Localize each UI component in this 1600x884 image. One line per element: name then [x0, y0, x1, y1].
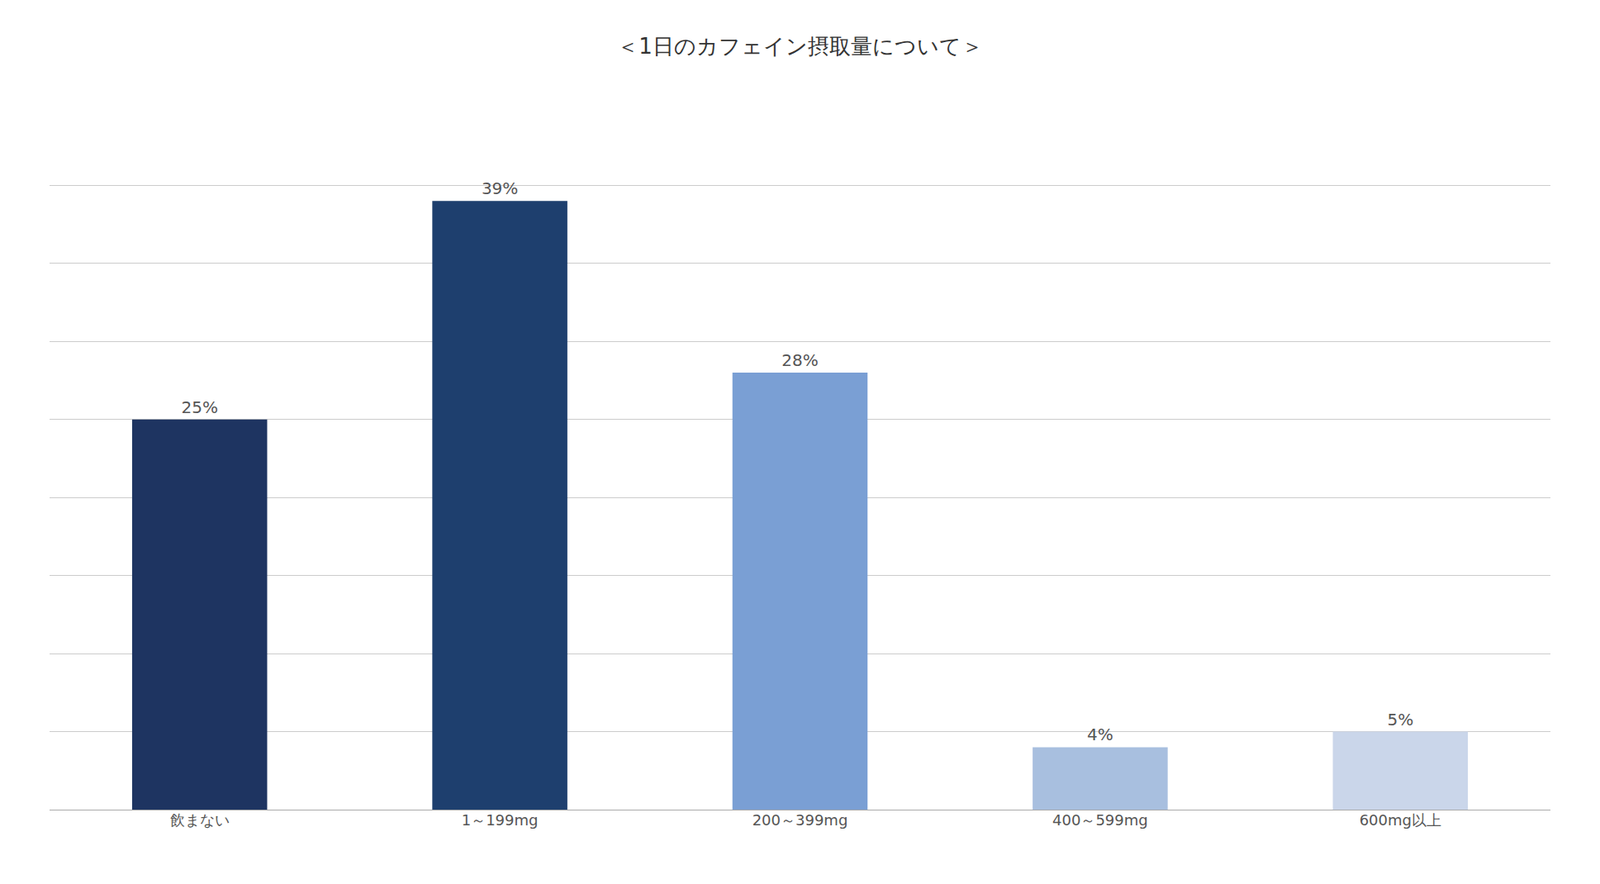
- svg-text:4%: 4%: [1087, 724, 1114, 745]
- svg-text:飲まない: 飲まない: [170, 811, 230, 829]
- svg-text:400～599mg: 400～599mg: [1052, 811, 1149, 829]
- svg-text:5%: 5%: [1386, 709, 1414, 730]
- svg-text:25%: 25%: [180, 397, 218, 418]
- svg-text:200～399mg: 200～399mg: [752, 811, 849, 829]
- svg-text:28%: 28%: [781, 350, 818, 371]
- svg-text:39%: 39%: [481, 178, 518, 199]
- svg-text:＜1日のカフェイン摂取量について＞: ＜1日のカフェイン摂取量について＞: [617, 33, 983, 59]
- svg-text:1～199mg: 1～199mg: [461, 811, 539, 829]
- svg-text:600mg以上: 600mg以上: [1359, 811, 1442, 829]
